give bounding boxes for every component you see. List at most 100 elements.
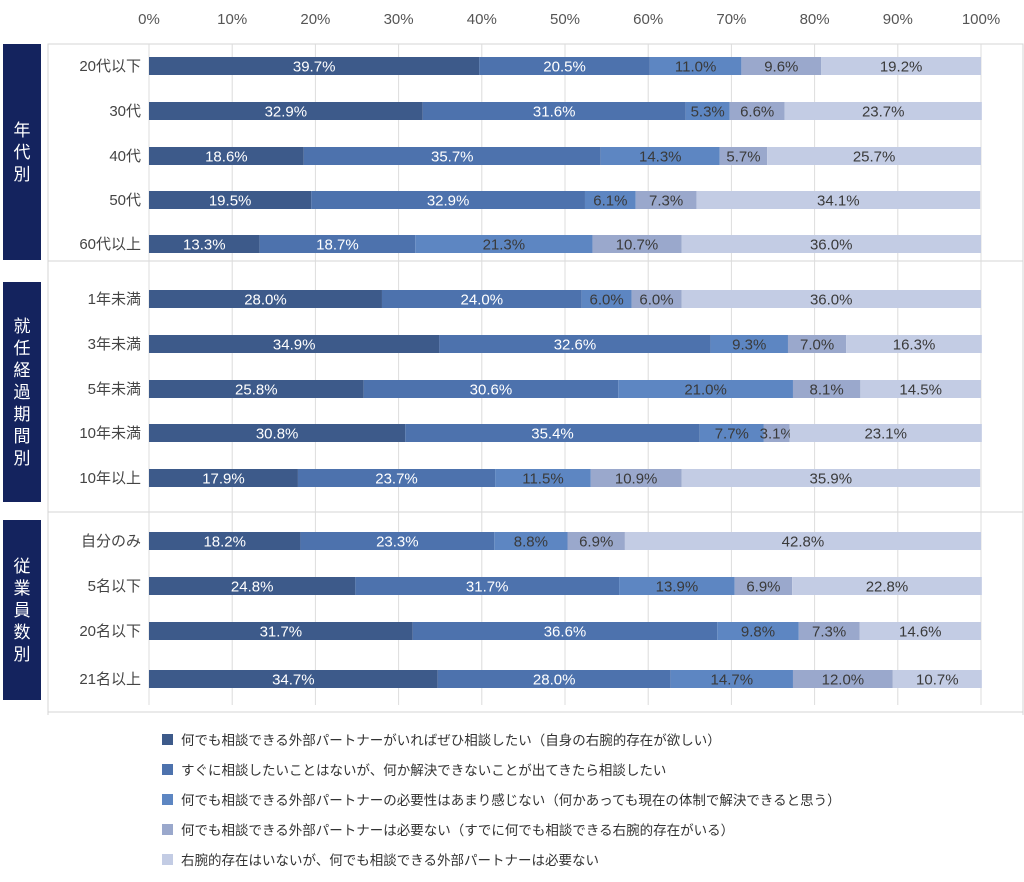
data-label: 9.8% xyxy=(741,624,775,641)
data-label: 14.6% xyxy=(899,624,942,641)
data-label: 10.7% xyxy=(916,672,959,689)
data-label: 16.3% xyxy=(893,337,936,354)
stacked-bar-chart: 0% 10% 20% 30% 40% 50% 60% 70% 80% 90% 100% 年代別就任経過… xyxy=(3,11,1024,715)
bar-segment xyxy=(821,57,981,75)
bar-segment xyxy=(149,102,423,120)
x-tick-label: 50% xyxy=(550,11,580,28)
legend-label: 何でも相談できる外部パートナーは必要ない（すでに何でも相談できる右腕的存在がいる… xyxy=(181,823,735,838)
x-tick-label: 90% xyxy=(883,11,913,28)
data-label: 34.9% xyxy=(273,337,316,354)
x-tick-label: 80% xyxy=(800,11,830,28)
bar-segment xyxy=(789,424,982,442)
bar-segment xyxy=(792,577,982,595)
data-label: 14.7% xyxy=(711,672,754,689)
bar-segment xyxy=(422,102,686,120)
group-header-box xyxy=(3,282,41,502)
legend-item: 右腕的存在はいないが、何でも相談できる外部パートナーは必要ない xyxy=(162,844,1002,874)
legend-item: 何でも相談できる外部パートナーは必要ない（すでに何でも相談できる右腕的存在がいる… xyxy=(162,814,1002,844)
bar-segment xyxy=(696,191,981,209)
category-label: 10年未満 xyxy=(79,425,141,442)
data-label: 30.8% xyxy=(256,426,299,443)
data-label: 19.2% xyxy=(880,59,923,76)
category-label: 3年未満 xyxy=(88,336,141,353)
category-label: 20代以下 xyxy=(79,58,141,75)
bar-segment xyxy=(494,532,568,550)
legend-swatch xyxy=(162,733,173,745)
bar-segment xyxy=(581,290,632,308)
data-label: 14.5% xyxy=(899,382,942,399)
bar-segment xyxy=(355,577,620,595)
category-label: 21名以上 xyxy=(79,671,141,688)
x-tick-label: 30% xyxy=(384,11,414,28)
category-label: 自分のみ xyxy=(81,533,141,550)
bar-segment xyxy=(619,577,735,595)
data-label: 39.7% xyxy=(293,59,336,76)
category-label: 40代 xyxy=(109,148,141,165)
bar-segment xyxy=(149,290,382,308)
x-tick-label: 60% xyxy=(633,11,663,28)
bar-segment xyxy=(649,57,742,75)
data-label: 22.8% xyxy=(866,579,909,596)
data-label: 28.0% xyxy=(533,672,576,689)
bar-segment xyxy=(149,147,304,165)
data-label: 6.6% xyxy=(740,104,774,121)
data-label: 32.6% xyxy=(554,337,597,354)
data-label: 36.0% xyxy=(810,292,853,309)
bar-segment xyxy=(681,290,981,308)
data-label: 8.8% xyxy=(514,534,548,551)
bar-segment xyxy=(710,335,788,353)
bar-segment xyxy=(600,147,720,165)
bar-segment xyxy=(717,622,799,640)
bar-segment xyxy=(149,670,438,688)
bar-segment xyxy=(149,191,312,209)
data-label: 14.3% xyxy=(639,149,682,166)
data-label: 23.1% xyxy=(864,426,907,443)
data-label: 25.7% xyxy=(853,149,896,166)
x-tick-label: 40% xyxy=(467,11,497,28)
data-label: 13.9% xyxy=(656,579,699,596)
data-label: 10.9% xyxy=(615,471,658,488)
category-label: 60代以上 xyxy=(79,236,141,253)
data-label: 31.6% xyxy=(533,104,576,121)
bar-segment xyxy=(311,191,585,209)
bar-segment xyxy=(618,380,793,398)
data-label: 23.7% xyxy=(375,471,418,488)
data-label: 19.5% xyxy=(209,193,252,210)
legend-label: すぐに相談したいことはないが、何か解決できないことが出てきたら相談したい xyxy=(181,763,667,778)
data-label: 17.9% xyxy=(202,471,245,488)
category-label: 20名以下 xyxy=(79,623,141,640)
legend-label: 右腕的存在はいないが、何でも相談できる外部パートナーは必要ない xyxy=(181,853,599,868)
category-label: 1年未満 xyxy=(88,291,141,308)
bar-segment xyxy=(860,380,981,398)
legend-item: すぐに相談したいことはないが、何か解決できないことが出てきたら相談したい xyxy=(162,754,1002,784)
data-label: 18.2% xyxy=(203,534,246,551)
legend-swatch xyxy=(162,853,173,865)
legend-item: 何でも相談できる外部パートナーの必要性はあまり感じない（何かあっても現在の体制で… xyxy=(162,784,1002,814)
data-label: 11.5% xyxy=(522,471,563,488)
bar-segment xyxy=(784,102,982,120)
bar-segment xyxy=(592,235,682,253)
chart-frame xyxy=(47,43,1024,715)
legend-swatch xyxy=(162,763,173,775)
data-label: 25.8% xyxy=(235,382,278,399)
bar-segment xyxy=(149,622,413,640)
category-label: 5名以下 xyxy=(88,578,141,595)
category-label: 30代 xyxy=(109,103,141,120)
bar-segment xyxy=(437,670,671,688)
data-label: 20.5% xyxy=(543,59,586,76)
data-label: 32.9% xyxy=(427,193,470,210)
data-label: 23.7% xyxy=(862,104,905,121)
data-label: 28.0% xyxy=(244,292,287,309)
data-label: 31.7% xyxy=(260,624,303,641)
data-label: 10.7% xyxy=(616,237,659,254)
bar-segment xyxy=(631,290,682,308)
data-label: 21.3% xyxy=(483,237,526,254)
bar-segment xyxy=(381,290,582,308)
data-label: 7.3% xyxy=(649,193,683,210)
bar-segment xyxy=(734,577,793,595)
bar-segment xyxy=(763,424,790,442)
bar-segment xyxy=(149,380,364,398)
data-label: 18.7% xyxy=(316,237,359,254)
bar-segment xyxy=(149,469,298,487)
category-label: 10年以上 xyxy=(79,470,141,487)
